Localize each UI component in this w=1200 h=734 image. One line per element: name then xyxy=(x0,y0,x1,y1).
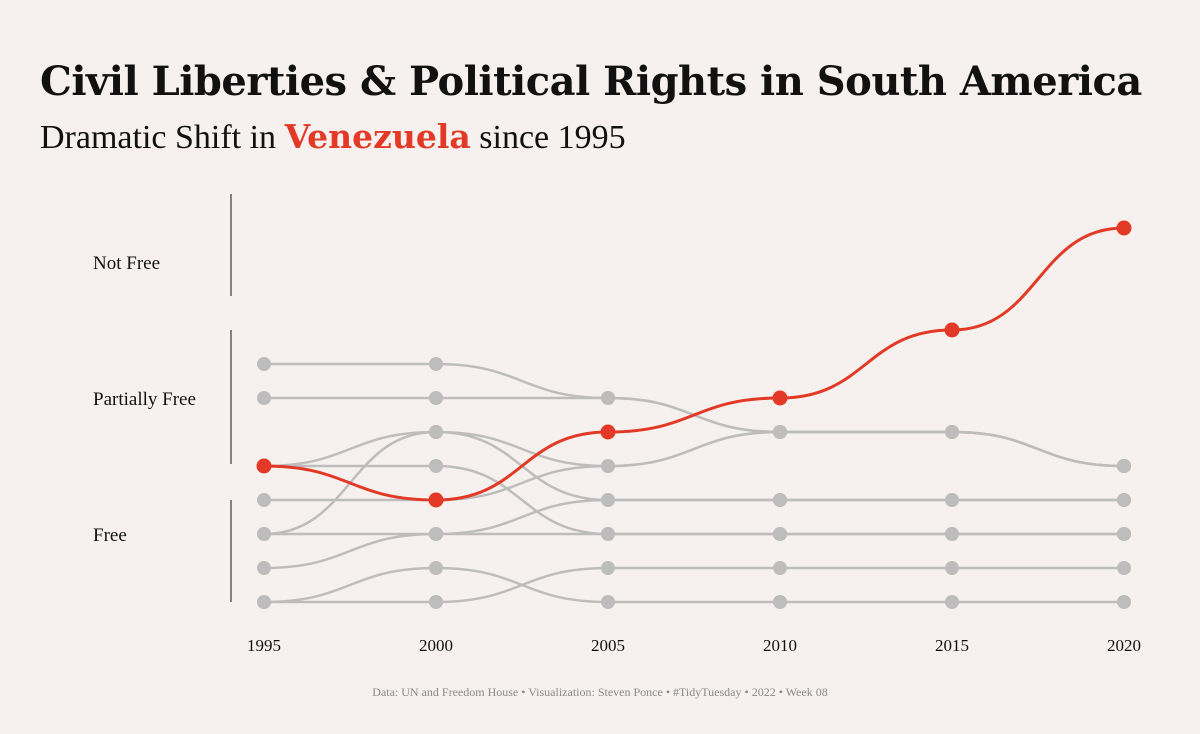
data-point xyxy=(945,425,959,439)
data-point-venezuela xyxy=(772,390,788,406)
data-point xyxy=(257,595,271,609)
x-tick-label: 2010 xyxy=(763,636,797,655)
series-line-venezuela xyxy=(262,226,1126,502)
subtitle-highlight: Venezuela xyxy=(284,117,471,156)
category-label: Free xyxy=(93,525,127,546)
data-point xyxy=(773,425,787,439)
series-line xyxy=(262,532,1126,570)
chart-subtitle: Dramatic Shift in Venezuela since 1995 xyxy=(40,117,626,157)
series-line xyxy=(262,430,1126,468)
data-point xyxy=(1117,527,1131,541)
x-tick-label: 2020 xyxy=(1107,636,1141,655)
data-point xyxy=(429,391,443,405)
data-point xyxy=(257,561,271,575)
data-point xyxy=(1117,595,1131,609)
subtitle-prefix: Dramatic Shift in xyxy=(40,119,277,156)
data-point xyxy=(601,561,615,575)
data-point xyxy=(601,391,615,405)
series-line xyxy=(262,566,1126,604)
data-point xyxy=(257,391,271,405)
data-point xyxy=(257,357,271,371)
data-point xyxy=(257,527,271,541)
series-line xyxy=(262,396,1126,468)
data-point xyxy=(945,561,959,575)
data-point xyxy=(1117,561,1131,575)
data-point xyxy=(429,459,443,473)
data-point xyxy=(601,595,615,609)
data-point xyxy=(257,493,271,507)
data-point-venezuela xyxy=(944,322,960,338)
series-line xyxy=(262,430,1126,536)
x-tick-label: 1995 xyxy=(247,636,281,655)
data-point-venezuela xyxy=(428,492,444,508)
data-point xyxy=(601,527,615,541)
x-tick-label: 2005 xyxy=(591,636,625,655)
data-point xyxy=(429,425,443,439)
chart-title: Civil Liberties & Political Rights in So… xyxy=(40,58,1142,105)
subtitle-suffix: since 1995 xyxy=(479,119,626,156)
data-point-venezuela xyxy=(600,424,616,440)
x-tick-label: 2015 xyxy=(935,636,969,655)
data-point xyxy=(601,459,615,473)
data-point xyxy=(429,561,443,575)
series-line xyxy=(262,566,1126,604)
data-point xyxy=(773,561,787,575)
series-line xyxy=(262,498,1126,536)
data-point xyxy=(945,595,959,609)
data-point xyxy=(429,357,443,371)
data-point xyxy=(773,595,787,609)
series-line xyxy=(262,464,1126,536)
data-point-venezuela xyxy=(1116,220,1132,236)
x-tick-label: 2000 xyxy=(419,636,453,655)
data-point xyxy=(945,527,959,541)
data-point xyxy=(773,493,787,507)
data-point xyxy=(429,595,443,609)
data-point xyxy=(945,493,959,507)
chart-caption: Data: UN and Freedom House • Visualizati… xyxy=(372,685,828,699)
data-point xyxy=(429,527,443,541)
data-point xyxy=(1117,493,1131,507)
data-point xyxy=(773,527,787,541)
data-point xyxy=(1117,459,1131,473)
category-label: Partially Free xyxy=(93,389,196,410)
data-point-venezuela xyxy=(256,458,272,474)
category-label: Not Free xyxy=(93,253,160,274)
data-point xyxy=(601,493,615,507)
